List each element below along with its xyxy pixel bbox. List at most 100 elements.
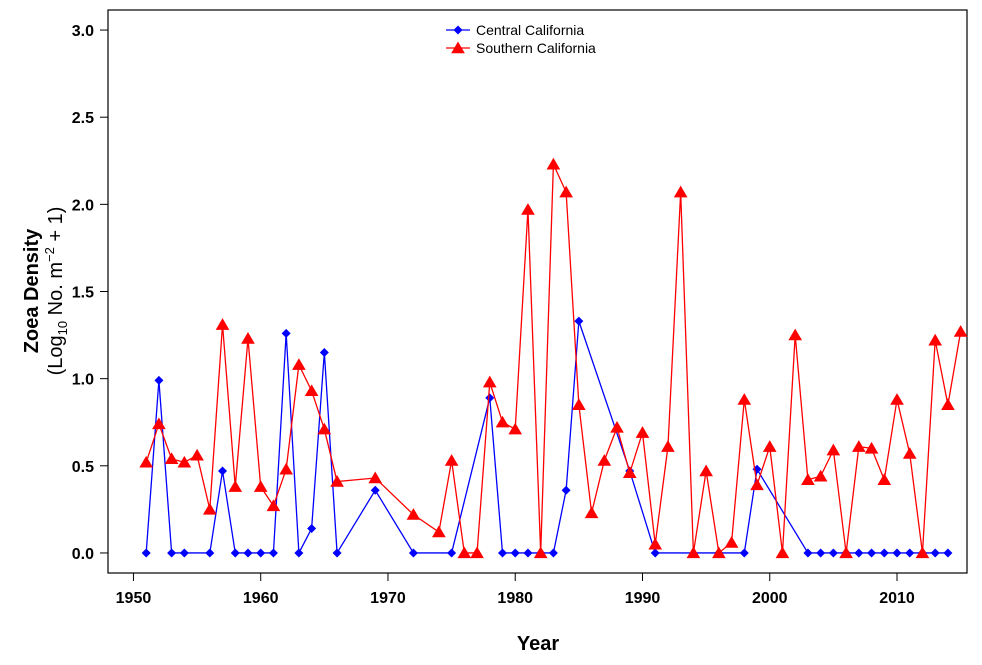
data-point xyxy=(724,535,739,548)
data-point xyxy=(546,157,561,170)
x-tick-label: 1970 xyxy=(370,590,406,607)
data-point xyxy=(485,393,495,403)
data-point xyxy=(408,548,418,558)
data-point xyxy=(470,546,484,559)
data-point xyxy=(712,546,726,559)
data-point xyxy=(648,537,663,550)
data-point xyxy=(877,473,892,485)
data-point xyxy=(930,548,940,558)
data-point xyxy=(854,548,864,558)
data-point xyxy=(864,441,879,454)
data-point xyxy=(852,440,866,452)
data-point xyxy=(268,548,278,558)
y-tick-label: 0.0 xyxy=(72,546,94,563)
y-units-sub: 10 xyxy=(55,321,70,335)
data-point xyxy=(256,548,266,558)
y-axis-label: Zoea Density (Log10 No. m−2 + 1) xyxy=(21,207,70,376)
data-point xyxy=(610,420,624,433)
data-point xyxy=(164,452,179,465)
data-point xyxy=(330,474,344,487)
data-point xyxy=(739,548,749,558)
x-tick-label: 2010 xyxy=(879,590,915,607)
data-point xyxy=(762,440,777,452)
data-point xyxy=(319,348,329,358)
y-tick-label: 1.5 xyxy=(72,285,94,302)
data-point xyxy=(788,328,803,341)
data-point xyxy=(294,548,304,558)
data-point xyxy=(879,548,889,558)
data-point xyxy=(307,524,317,534)
data-point xyxy=(867,548,877,558)
y-tick-label: 1.0 xyxy=(72,372,94,389)
data-point xyxy=(241,332,255,344)
data-point xyxy=(139,455,154,468)
data-point xyxy=(482,375,497,388)
data-point xyxy=(332,548,342,558)
y-units-sup: −2 xyxy=(42,247,57,262)
data-point xyxy=(154,375,164,385)
legend-marker xyxy=(451,41,465,54)
data-point xyxy=(179,548,189,558)
data-point xyxy=(928,333,943,346)
data-point xyxy=(572,398,586,410)
data-point xyxy=(737,393,752,405)
y-units-part: No. m xyxy=(45,262,67,321)
data-point xyxy=(548,548,558,558)
data-point xyxy=(406,508,421,520)
data-point xyxy=(215,318,230,330)
data-point xyxy=(673,185,688,198)
data-point xyxy=(574,316,584,326)
data-point xyxy=(839,546,853,559)
data-point xyxy=(152,417,166,430)
data-point xyxy=(457,546,472,559)
data-point xyxy=(890,393,904,405)
y-tick-label: 3.0 xyxy=(72,23,94,40)
data-point xyxy=(650,548,660,558)
data-point xyxy=(498,548,508,558)
y-tick-label: 2.0 xyxy=(72,197,94,214)
data-point xyxy=(508,422,523,435)
y-axis-title: Zoea Density xyxy=(21,228,43,353)
data-point xyxy=(202,502,217,515)
y-units-part: (Log xyxy=(45,335,67,375)
data-point xyxy=(816,548,826,558)
data-point xyxy=(243,548,253,558)
data-point xyxy=(561,485,571,495)
data-point xyxy=(953,325,968,337)
data-point xyxy=(635,426,650,438)
data-point xyxy=(533,546,548,559)
data-point xyxy=(317,422,332,435)
data-point xyxy=(661,440,675,452)
data-point xyxy=(813,469,828,482)
data-point xyxy=(826,443,841,456)
data-point xyxy=(167,548,177,558)
data-point xyxy=(230,548,240,558)
legend-label: Central California xyxy=(476,22,584,38)
data-point xyxy=(218,466,228,476)
x-tick-label: 1980 xyxy=(497,590,533,607)
legend-label: Southern California xyxy=(476,40,596,56)
data-point xyxy=(304,384,319,397)
data-point xyxy=(597,454,612,466)
data-point xyxy=(368,471,383,484)
data-point xyxy=(432,525,446,538)
data-point xyxy=(281,328,291,338)
data-point xyxy=(699,464,713,477)
data-point xyxy=(915,546,930,559)
data-point xyxy=(447,548,457,558)
x-tick-label: 1990 xyxy=(625,590,661,607)
data-point xyxy=(279,462,293,475)
data-point xyxy=(510,548,520,558)
data-point xyxy=(775,546,790,559)
data-point xyxy=(292,358,306,370)
data-point xyxy=(190,448,204,461)
data-point xyxy=(559,185,573,198)
data-point xyxy=(584,506,599,519)
data-point xyxy=(902,447,917,459)
data-point xyxy=(622,466,637,478)
data-point xyxy=(523,548,533,558)
data-point xyxy=(253,480,268,492)
data-point xyxy=(943,548,953,558)
data-point xyxy=(521,203,535,215)
data-point xyxy=(141,548,151,558)
